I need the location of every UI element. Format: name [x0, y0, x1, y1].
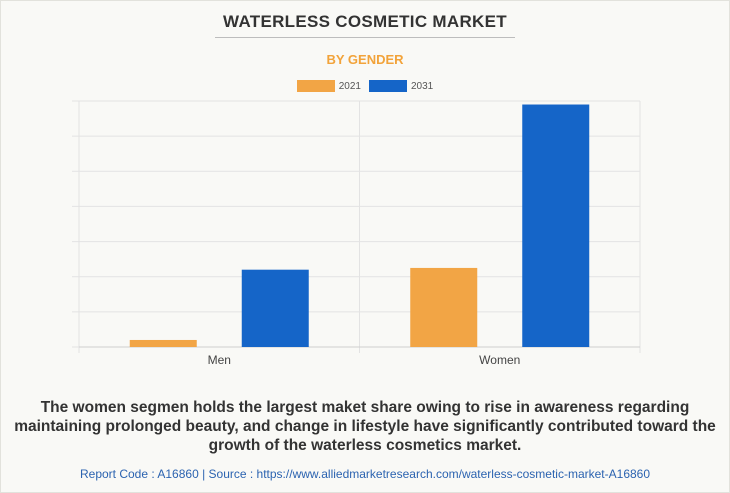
legend-swatch-2021 [296, 80, 335, 92]
legend-label-2021: 2021 [338, 80, 361, 92]
x-tick-label: Men [208, 353, 231, 367]
chart-legend: 2021 2031 [0, 80, 730, 92]
bar-men-2031 [241, 269, 309, 347]
legend-swatch-2031 [369, 80, 407, 92]
bar-women-2021 [410, 267, 478, 347]
title-divider [215, 37, 515, 38]
legend-label-2031: 2031 [411, 80, 434, 92]
chart-title: WATERLESS COSMETIC MARKET [223, 12, 507, 31]
source-footer[interactable]: Report Code : A16860 | Source : https://… [79, 467, 651, 481]
legend-item-2021[interactable]: 2021 [296, 80, 361, 92]
legend-item-2031[interactable]: 2031 [369, 80, 433, 92]
chart-caption: The women segmen holds the largest maket… [14, 399, 716, 454]
bar-men-2021 [129, 339, 197, 347]
x-tick-label: Women [479, 353, 520, 367]
bar-women-2031 [522, 104, 590, 347]
chart-subtitle: BY GENDER [326, 52, 404, 67]
